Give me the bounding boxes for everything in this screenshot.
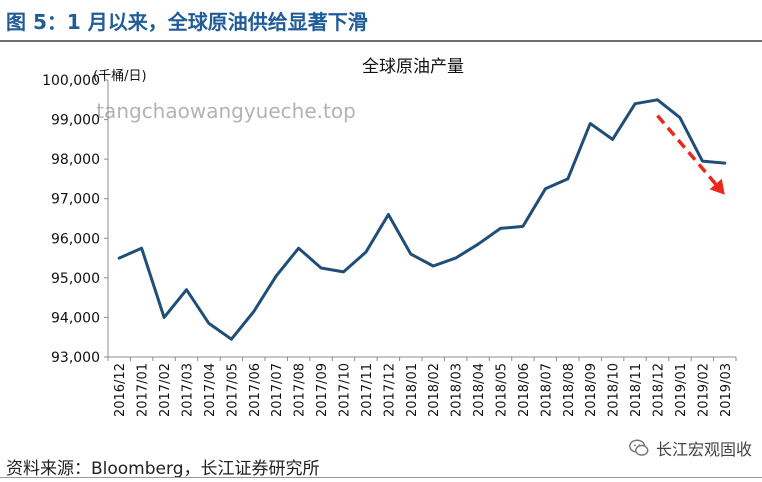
x-tick-label: 2017/11 [360,363,375,417]
y-unit-label: (千桶/日) [93,69,147,84]
x-tick-label: 2017/02 [158,363,173,417]
x-tick-label: 2019/02 [696,363,711,417]
brand-badge: 长江宏观固收 [628,436,752,460]
y-tick-label: 97,000 [51,192,100,208]
x-tick-label: 2019/03 [719,363,734,417]
x-tick-label: 2017/06 [248,363,263,417]
y-tick-label: 98,000 [51,152,100,168]
x-tick-label: 2019/01 [674,363,689,417]
x-tick-label: 2017/12 [382,363,397,417]
x-tick-label: 2018/03 [450,363,465,417]
y-tick-label: 93,000 [51,350,100,366]
x-tick-label: 2018/07 [539,363,554,417]
x-tick-label: 2017/03 [181,363,196,417]
x-tick-label: 2016/12 [113,363,128,417]
decline-arrow-shaft [656,114,718,186]
y-tick-label: 100,000 [42,73,100,89]
chart-title: 全球原油产量 [362,57,464,77]
x-tick-label: 2017/05 [225,363,240,417]
x-tick-label: 2017/07 [270,363,285,417]
series-line [117,98,727,341]
x-tick-label: 2017/10 [338,363,353,417]
x-tick-label: 2018/11 [629,363,644,417]
x-tick-label: 2018/02 [427,363,442,417]
y-tick-label: 96,000 [51,231,100,247]
y-tick-label: 99,000 [51,113,100,129]
title-divider [0,40,762,42]
y-tick-label: 94,000 [51,310,100,326]
brand-name: 长江宏观固收 [655,440,752,459]
x-tick-label: 2018/04 [472,363,487,417]
x-tick-label: 2017/04 [203,363,218,417]
watermark: tangchaowangyueche.top [96,99,356,123]
figure-title: 图 5：1 月以来，全球原油供给显著下滑 [6,10,368,34]
x-tick-label: 2018/05 [495,363,510,417]
x-tick-label: 2017/08 [293,363,308,417]
decline-arrow-head [709,178,725,195]
x-tick-label: 2018/09 [584,363,599,417]
wechat-icon [629,439,649,456]
line-chart: 全球原油产量 (千桶/日) tangchaowangyueche.top 93,… [42,57,737,417]
x-tick-label: 2018/12 [652,363,667,417]
x-tick-label: 2018/06 [517,363,532,417]
bottom-divider [0,477,762,478]
y-tick-label: 95,000 [51,271,100,287]
x-tick-label: 2018/01 [405,363,420,417]
x-tick-label: 2018/10 [607,363,622,417]
x-tick-label: 2017/09 [315,363,330,417]
x-tick-label: 2017/01 [136,363,151,417]
x-tick-label: 2018/08 [562,363,577,417]
source-note: 资料来源：Bloomberg，长江证券研究所 [6,459,320,479]
